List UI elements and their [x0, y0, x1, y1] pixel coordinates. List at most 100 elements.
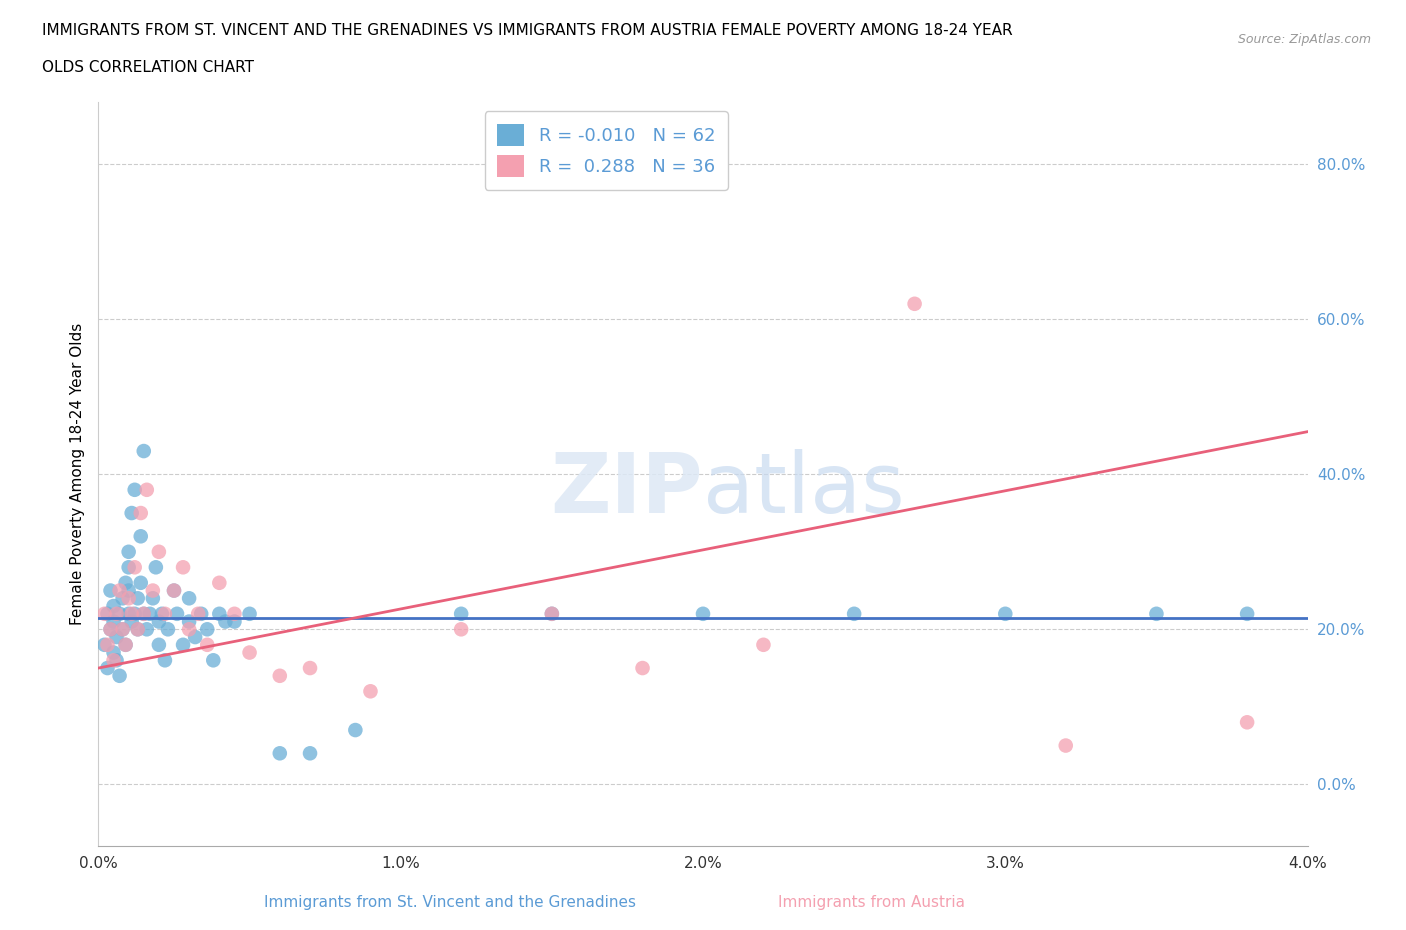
Point [239, 645, 262, 660]
Point [239, 606, 262, 621]
Point [132, 606, 155, 621]
Point [148, 544, 170, 559]
Text: ZIP: ZIP [551, 448, 703, 530]
Point [132, 606, 155, 621]
Point [118, 606, 141, 621]
Point [127, 591, 149, 605]
Point [139, 606, 162, 621]
Point [179, 622, 201, 637]
Point [105, 653, 128, 668]
Point [124, 606, 146, 621]
Point [344, 723, 367, 737]
Point [752, 637, 775, 652]
Point [1144, 606, 1167, 621]
Point [100, 622, 122, 637]
Point [1236, 606, 1258, 621]
Point [190, 606, 212, 621]
Point [121, 614, 143, 629]
Text: Source: ZipAtlas.com: Source: ZipAtlas.com [1237, 33, 1371, 46]
Point [224, 606, 246, 621]
Point [100, 622, 122, 637]
Point [114, 637, 136, 652]
Point [96, 637, 118, 652]
Point [114, 637, 136, 652]
Point [96, 606, 118, 621]
Point [111, 622, 134, 637]
Point [153, 606, 176, 621]
Point [103, 645, 125, 660]
Point [172, 637, 194, 652]
Point [214, 614, 236, 629]
Point [142, 583, 165, 598]
Point [93, 606, 115, 621]
Point [105, 630, 128, 644]
Point [179, 591, 201, 605]
Point [108, 669, 131, 684]
Point [108, 606, 131, 621]
Point [184, 630, 207, 644]
Point [269, 669, 291, 684]
Point [93, 637, 115, 652]
Point [111, 591, 134, 605]
Point [100, 583, 122, 598]
Point [129, 576, 152, 591]
Point [135, 622, 157, 637]
Point [105, 606, 128, 621]
Point [111, 622, 134, 637]
Point [135, 483, 157, 498]
Point [132, 444, 155, 458]
Point [121, 506, 143, 521]
Point [118, 583, 141, 598]
Point [202, 653, 225, 668]
Point [118, 544, 141, 559]
Point [299, 746, 322, 761]
Text: Immigrants from St. Vincent and the Grenadines: Immigrants from St. Vincent and the Gren… [264, 895, 636, 910]
Point [994, 606, 1017, 621]
Point [172, 560, 194, 575]
Point [103, 653, 125, 668]
Point [127, 622, 149, 637]
Point [129, 506, 152, 521]
Point [208, 576, 231, 591]
Point [121, 606, 143, 621]
Point [224, 614, 246, 629]
Point [156, 622, 179, 637]
Point [148, 614, 170, 629]
Point [145, 560, 167, 575]
Point [269, 746, 291, 761]
Point [299, 660, 322, 675]
Text: OLDS CORRELATION CHART: OLDS CORRELATION CHART [42, 60, 254, 75]
Point [195, 622, 218, 637]
Text: IMMIGRANTS FROM ST. VINCENT AND THE GRENADINES VS IMMIGRANTS FROM AUSTRIA FEMALE: IMMIGRANTS FROM ST. VINCENT AND THE GREN… [42, 23, 1012, 38]
Point [103, 614, 125, 629]
Point [124, 560, 146, 575]
Point [450, 622, 472, 637]
Text: atlas: atlas [703, 448, 904, 530]
Point [187, 606, 209, 621]
Point [127, 622, 149, 637]
Point [148, 637, 170, 652]
Point [150, 606, 173, 621]
Point [103, 599, 125, 614]
Point [359, 684, 381, 698]
Point [540, 606, 562, 621]
Point [450, 606, 472, 621]
Point [1236, 715, 1258, 730]
Point [163, 583, 186, 598]
Legend: R = -0.010   N = 62, R =  0.288   N = 36: R = -0.010 N = 62, R = 0.288 N = 36 [485, 112, 728, 190]
Point [179, 614, 201, 629]
Point [692, 606, 714, 621]
Point [1054, 738, 1077, 753]
Point [114, 576, 136, 591]
Point [153, 653, 176, 668]
Point [844, 606, 866, 621]
Point [903, 297, 925, 312]
Point [129, 529, 152, 544]
Point [142, 591, 165, 605]
Point [118, 560, 141, 575]
Text: Immigrants from Austria: Immigrants from Austria [778, 895, 966, 910]
Point [540, 606, 562, 621]
Point [118, 591, 141, 605]
Point [96, 660, 118, 675]
Y-axis label: Female Poverty Among 18-24 Year Olds: Female Poverty Among 18-24 Year Olds [69, 324, 84, 626]
